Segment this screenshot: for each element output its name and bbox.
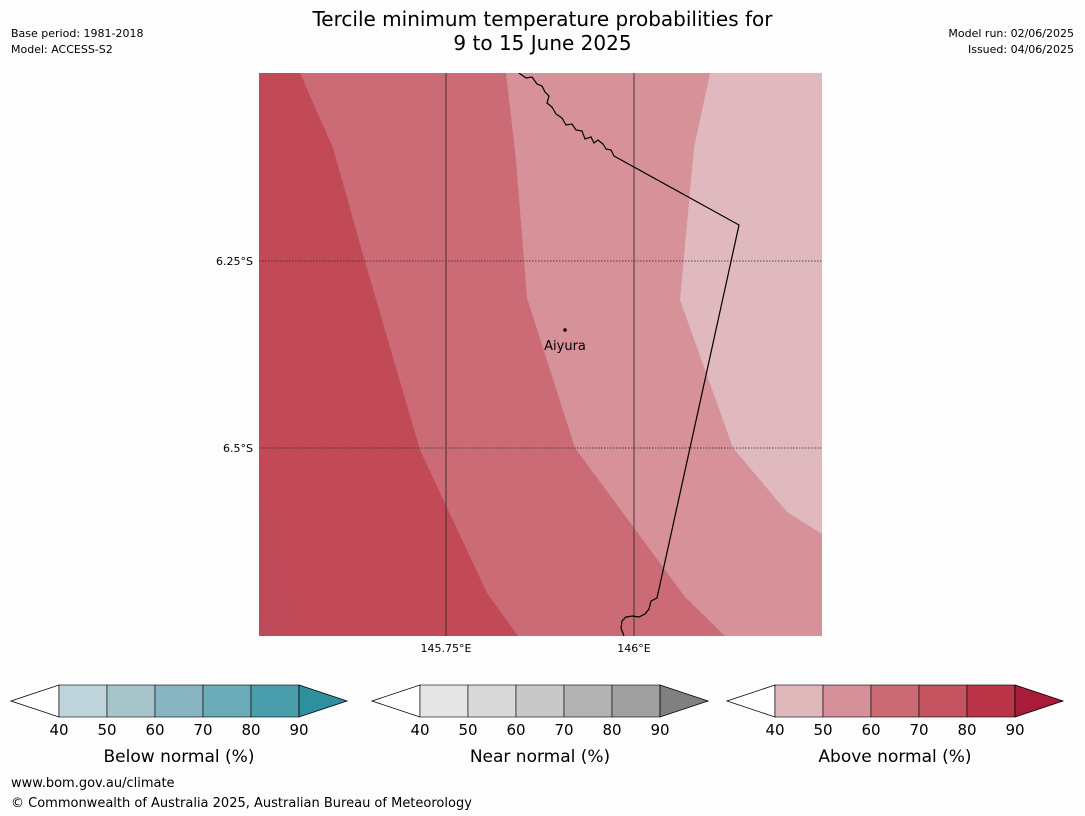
lat-label-6-5: 6.5°S [223, 442, 253, 455]
colorbar-segment [918, 684, 968, 718]
colorbar-segment [467, 684, 517, 718]
colorbar-tick-label: 90 [1005, 721, 1024, 739]
meta-left: Base period: 1981-2018 Model: ACCESS-S2 [11, 26, 143, 58]
colorbar-tick-label: 40 [410, 721, 429, 739]
footer-url: www.bom.gov.au/climate [11, 776, 175, 791]
colorbar-extend-high [1014, 684, 1065, 718]
colorbar-below: 40 50 60 70 80 90 Below normal (%) [9, 684, 349, 767]
title-line-2: 9 to 15 June 2025 [453, 31, 632, 55]
colorbar-segment [154, 684, 204, 718]
colorbar-tick-label: 50 [458, 721, 477, 739]
colorbar-tick-label: 40 [49, 721, 68, 739]
colorbar-segment [250, 684, 300, 718]
colorbar-segment [966, 684, 1016, 718]
model-run: Model run: 02/06/2025 [948, 27, 1074, 40]
colorbar-title: Near normal (%) [470, 747, 610, 767]
colorbar-title: Above normal (%) [818, 747, 971, 767]
province-boundary [518, 73, 740, 636]
colorbar-tick-label: 80 [241, 721, 260, 739]
meta-right: Model run: 02/06/2025 Issued: 04/06/2025 [948, 26, 1074, 58]
colorbar-tick-label: 50 [813, 721, 832, 739]
place-label-aiyura: Aiyura [544, 339, 586, 354]
footer-copyright: © Commonwealth of Australia 2025, Austra… [11, 796, 472, 811]
band-40-50 [680, 73, 822, 534]
colorbar-tick-label: 60 [506, 721, 525, 739]
colorbar-segment [822, 684, 872, 718]
map-panel: Aiyura [259, 73, 822, 636]
colorbar-segment [515, 684, 565, 718]
colorbar-tick-label: 80 [602, 721, 621, 739]
place-marker-aiyura [563, 328, 567, 332]
colorbar-tick-label: 90 [650, 721, 669, 739]
model-name: Model: ACCESS-S2 [11, 43, 113, 56]
colorbar-tick-label: 40 [765, 721, 784, 739]
colorbar-segment [58, 684, 108, 718]
colorbar-segment [106, 684, 156, 718]
colorbar-segment [202, 684, 252, 718]
colorbar-tick-label: 70 [909, 721, 928, 739]
colorbar-extend-low [370, 684, 421, 718]
title-line-1: Tercile minimum temperature probabilitie… [312, 7, 773, 31]
colorbar-extend-low [725, 684, 776, 718]
colorbar-tick-label: 60 [861, 721, 880, 739]
lon-label-145-75: 145.75°E [421, 642, 472, 655]
colorbar-segment [611, 684, 661, 718]
colorbar-tick-label: 90 [289, 721, 308, 739]
colorbar-near: 40 50 60 70 80 90 Near normal (%) [370, 684, 710, 767]
colorbar-tick-label: 70 [193, 721, 212, 739]
colorbar-tick-label: 60 [145, 721, 164, 739]
colorbar-segment [774, 684, 824, 718]
colorbar-tick-label: 50 [97, 721, 116, 739]
lon-label-146: 146°E [617, 642, 650, 655]
colorbar-title: Below normal (%) [104, 747, 255, 767]
colorbar-tick-label: 80 [957, 721, 976, 739]
base-period: Base period: 1981-2018 [11, 27, 144, 40]
colorbar-above: 40 50 60 70 80 90 Above normal (%) [725, 684, 1065, 767]
colorbar-extend-low [9, 684, 60, 718]
map-title: Tercile minimum temperature probabilitie… [0, 7, 1085, 55]
colorbar-segment [419, 684, 469, 718]
issued-date: Issued: 04/06/2025 [967, 43, 1074, 56]
colorbar-extend-high [298, 684, 349, 718]
colorbar-segment [870, 684, 920, 718]
lat-label-6-25: 6.25°S [216, 255, 253, 268]
colorbar-tick-label: 70 [554, 721, 573, 739]
colorbar-extend-high [659, 684, 710, 718]
colorbar-segment [563, 684, 613, 718]
